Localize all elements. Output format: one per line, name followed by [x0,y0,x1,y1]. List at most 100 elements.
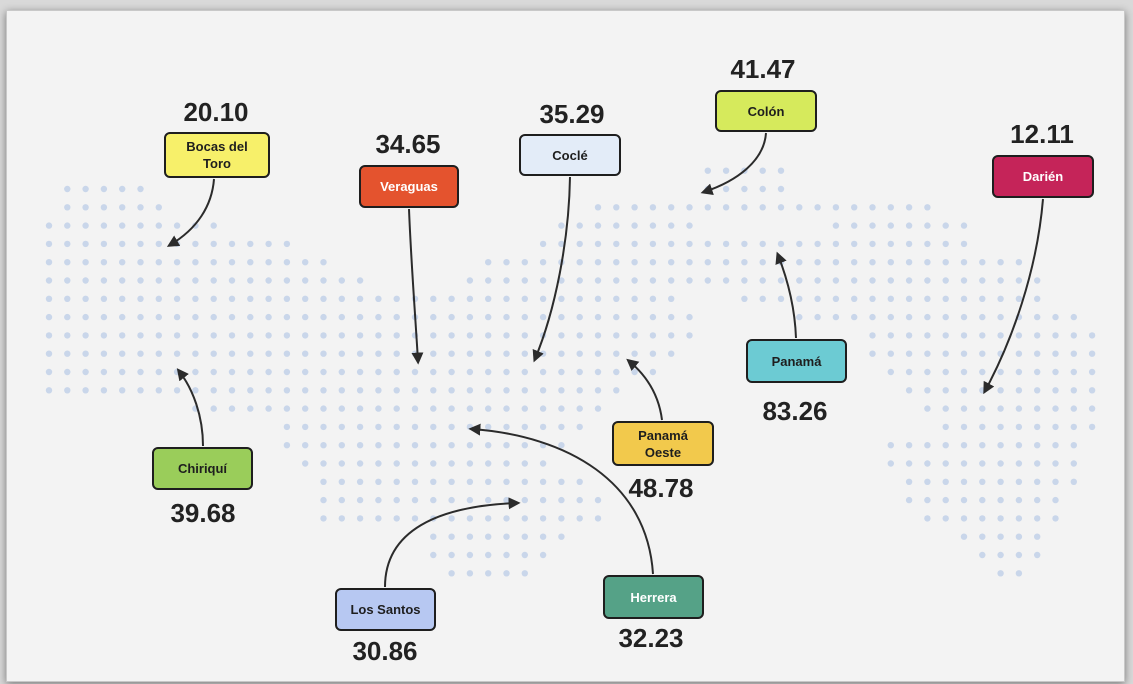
map-dot [869,350,876,357]
map-dot [503,277,510,284]
map-dot [1034,387,1041,394]
region-label-herrera[interactable]: Herrera [603,575,704,619]
map-dot [448,332,455,339]
map-dot [82,368,89,376]
map-dot [777,295,785,302]
region-label-colon[interactable]: Colón [715,90,817,132]
map-dot [356,423,364,431]
region-label-los-santos[interactable]: Los Santos [335,588,436,631]
region-label-darien[interactable]: Darién [992,155,1094,198]
map-dot [613,387,620,394]
map-dot [430,496,437,504]
map-dot [851,240,858,248]
map-dot [466,442,474,449]
map-dot [558,332,565,339]
map-dot [521,405,528,412]
region-label-panama[interactable]: Panamá [746,339,847,383]
map-dot [192,295,199,302]
map-dot [393,368,400,376]
map-dot [302,387,309,394]
arrow-layer [166,132,1044,588]
map-dot [82,295,89,302]
map-dot [832,222,840,229]
map-dot [722,277,730,284]
map-dot [1015,460,1023,467]
region-label-cocle[interactable]: Coclé [519,134,621,176]
map-dot [64,295,71,302]
map-dot [869,222,876,229]
map-dot [448,350,455,357]
map-dot [576,423,583,431]
map-dot [905,387,913,394]
map-dot [45,277,53,284]
map-dot [210,259,217,266]
map-dot [539,387,547,394]
map-dot [997,295,1004,302]
map-dot [411,515,419,522]
map-dot [905,478,913,485]
map-dot [393,332,400,339]
map-dot [869,259,876,266]
map-dot [485,259,492,266]
map-dot [796,259,803,266]
map-dot [466,295,474,302]
map-dot [155,259,162,266]
map-dot [137,332,144,339]
map-dot [869,295,876,302]
map-dot [759,295,766,302]
map-dot [668,259,675,266]
map-dot [466,478,474,485]
region-label-panama-oeste[interactable]: Panamá Oeste [612,421,714,466]
map-dot [1088,423,1096,431]
map-dot [924,368,931,376]
map-dot [210,350,217,357]
map-dot [979,478,986,485]
map-dot [1034,405,1041,412]
map-dot [338,387,345,394]
map-dot [503,533,510,540]
map-dot [759,259,766,266]
map-dot [503,515,510,522]
map-dot [851,277,858,284]
dot-map [45,132,1096,588]
map-dot [558,387,565,394]
map-dot [851,222,858,229]
map-dot [887,222,894,229]
map-dot [430,350,437,357]
map-dot [796,295,803,302]
map-dot [521,295,528,302]
map-dot [375,478,382,485]
map-dot [741,185,748,193]
map-dot [1015,533,1023,540]
map-dot [338,478,345,485]
region-label-bocas-del-toro[interactable]: Bocas del Toro [164,132,270,178]
map-dot [960,423,968,431]
map-dot [265,350,272,357]
map-dot [503,551,510,559]
map-dot [905,295,913,302]
map-dot [594,387,602,394]
map-dot [247,350,254,357]
map-dot [302,277,309,284]
map-dot [119,204,126,211]
map-dot [1015,478,1023,485]
map-dot [411,405,419,412]
map-dot [558,423,565,431]
map-dot [173,313,181,321]
map-dot [924,387,931,394]
map-dot [1034,423,1041,431]
map-dot [82,332,89,339]
region-label-chiriqui[interactable]: Chiriquí [152,447,253,490]
map-dot [576,222,583,229]
region-label-veraguas[interactable]: Veraguas [359,165,459,208]
map-dot [558,442,565,449]
map-dot [521,478,528,485]
region-value-los-santos: 30.86 [352,636,418,666]
map-dot [155,368,162,376]
map-dot [777,167,785,174]
map-dot [119,295,126,302]
map-dot [228,368,236,376]
map-dot [997,313,1004,321]
map-dot [228,295,236,302]
map-dot [521,570,528,577]
